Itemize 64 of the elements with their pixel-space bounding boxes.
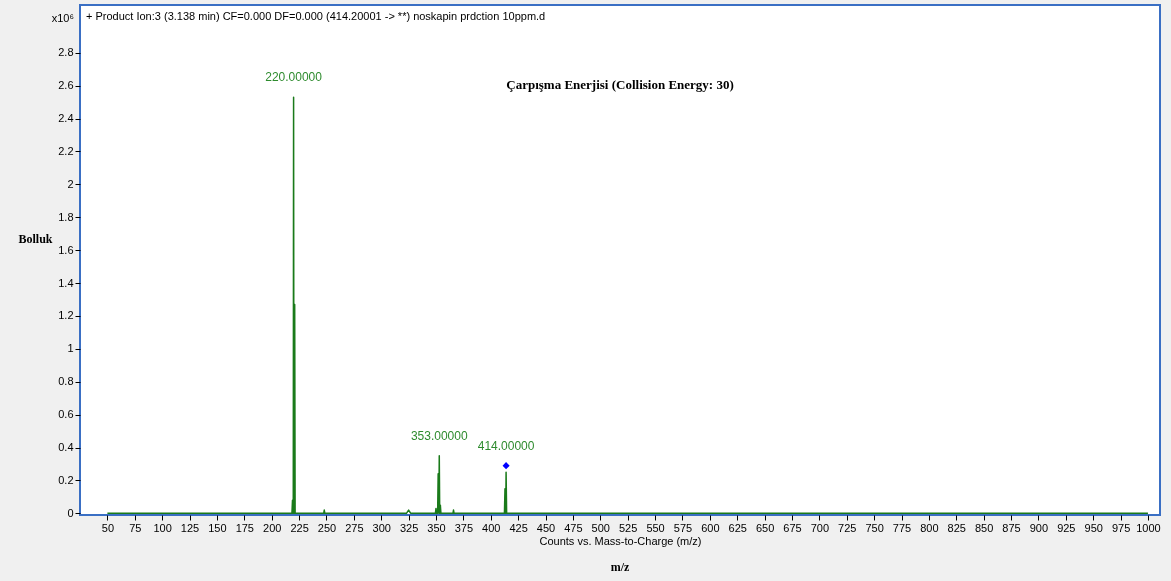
- x-tick-label: 125: [180, 521, 200, 534]
- x-tick-label: 50: [101, 521, 115, 534]
- x-tick-label: 800: [920, 521, 939, 534]
- y-tick-label: 0.2: [58, 473, 74, 486]
- x-tick-label: 450: [536, 521, 556, 534]
- x-tick-label: 500: [591, 521, 610, 534]
- x-tick-label: 175: [235, 521, 254, 534]
- x-tick-label: 850: [974, 521, 994, 534]
- y-tick-label: 1.6: [58, 243, 74, 256]
- x-tick-label: 775: [892, 521, 912, 534]
- y-tick-label: 0.8: [58, 375, 74, 388]
- x-tick-label: 975: [1111, 521, 1131, 534]
- text: m/z: [610, 560, 630, 574]
- x-tick-label: 400: [482, 521, 501, 534]
- x-tick-label: 575: [673, 521, 693, 534]
- x-tick-label: 300: [372, 521, 391, 534]
- x-tick-label: 750: [865, 521, 884, 534]
- x-tick-label: 250: [317, 521, 337, 534]
- x-tick-label: 650: [755, 521, 775, 534]
- x-tick-label: 475: [564, 521, 583, 534]
- y-tick-label: 1: [67, 342, 74, 355]
- x-tick-label: 600: [701, 521, 720, 534]
- text: x10⁶: [51, 12, 74, 24]
- y-tick-label: 0.6: [58, 408, 74, 421]
- x-tick-label: 825: [947, 521, 966, 534]
- x-tick-label: 275: [345, 521, 364, 534]
- annotation: Çarpışma Enerjisi (Collision Energy: 30): [506, 77, 734, 92]
- x-tick-label: 225: [290, 521, 309, 534]
- x-tick-label: 1000: [1136, 521, 1161, 534]
- x-tick-label: 525: [618, 521, 638, 534]
- x-tick-label: 675: [783, 521, 802, 534]
- x-tick-label: 75: [129, 521, 142, 534]
- line-series: [106, 96, 1149, 515]
- x-tick-label: 950: [1084, 521, 1103, 534]
- annotation: 353.00000: [410, 428, 468, 443]
- x-tick-label: 550: [646, 521, 665, 534]
- y-tick-label: 2.8: [58, 46, 74, 59]
- annotation: 220.00000: [265, 70, 323, 85]
- x-tick-label: 375: [454, 521, 474, 534]
- x-tick-label: 625: [728, 521, 747, 534]
- y-tick-label: 1.2: [58, 309, 74, 322]
- x-tick-label: 700: [810, 521, 830, 534]
- x-tick-label: 925: [1057, 521, 1076, 534]
- x-tick-label: 900: [1029, 521, 1049, 534]
- x-tick-label: 100: [153, 521, 172, 534]
- y-tick-label: 0.4: [58, 441, 74, 454]
- y-tick-label: 2.6: [58, 79, 74, 92]
- y-tick-label: 0: [67, 506, 74, 519]
- y-axis-title: Bolluk: [18, 231, 53, 246]
- x-tick-label: 150: [208, 521, 227, 534]
- x-tick-label: 325: [399, 521, 419, 534]
- y-tick-label: 1.8: [58, 210, 74, 223]
- x-tick-label: 875: [1002, 521, 1021, 534]
- y-tick-label: 1.4: [58, 276, 74, 289]
- y-tick-label: 2.4: [58, 112, 74, 125]
- x-tick-label: 725: [838, 521, 857, 534]
- chart-title: + Product Ion:3 (3.138 min) CF=0.000 DF=0.000 (414.20001 -> **) noskapin prdction 10ppm.d: [86, 10, 546, 22]
- x-axis-title: Counts vs. Mass-to-Charge (m/z): [539, 534, 702, 547]
- x-tick-label: 200: [263, 521, 282, 534]
- y-tick-label: 2: [67, 177, 74, 190]
- y-tick-label: 2.2: [58, 144, 74, 157]
- x-tick-label: 350: [427, 521, 446, 534]
- annotation: 414.00000: [477, 438, 535, 453]
- x-tick-label: 425: [509, 521, 528, 534]
